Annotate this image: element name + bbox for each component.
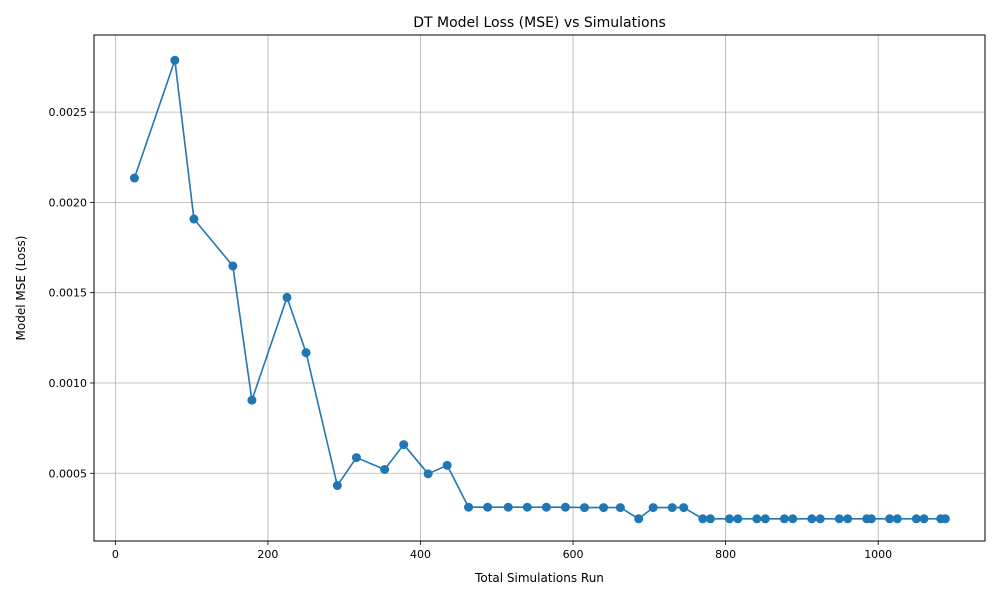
data-point bbox=[351, 453, 361, 463]
data-point bbox=[541, 502, 551, 512]
data-point bbox=[892, 514, 902, 524]
data-point bbox=[247, 395, 257, 405]
data-point bbox=[815, 514, 825, 524]
data-point bbox=[760, 514, 770, 524]
data-point bbox=[679, 503, 689, 513]
data-point bbox=[911, 514, 921, 524]
x-tick-label: 800 bbox=[715, 548, 736, 561]
data-point bbox=[834, 514, 844, 524]
y-axis-ticks: 0.0005 0.0010 0.0015 0.0020 0.0025 bbox=[49, 106, 94, 480]
data-point bbox=[634, 514, 644, 524]
x-tick-label: 400 bbox=[410, 548, 431, 561]
x-tick-label: 0 bbox=[112, 548, 119, 561]
data-point bbox=[423, 469, 433, 479]
data-point bbox=[580, 503, 590, 513]
data-point bbox=[301, 348, 311, 358]
data-point bbox=[724, 514, 734, 524]
data-point bbox=[282, 292, 292, 302]
data-point bbox=[170, 55, 180, 65]
data-point bbox=[807, 514, 817, 524]
series-group bbox=[129, 55, 950, 524]
series-line bbox=[133, 59, 946, 520]
y-tick-label: 0.0005 bbox=[49, 467, 88, 480]
data-point bbox=[522, 502, 532, 512]
data-point bbox=[483, 502, 493, 512]
grid-lines bbox=[94, 35, 985, 541]
data-point bbox=[332, 481, 342, 491]
data-point bbox=[752, 514, 762, 524]
chart-title: DT Model Loss (MSE) vs Simulations bbox=[413, 15, 666, 31]
y-axis-label: Model MSE (Loss) bbox=[14, 236, 28, 341]
data-point bbox=[779, 514, 789, 524]
data-point bbox=[129, 173, 139, 183]
y-tick-label: 0.0020 bbox=[49, 196, 88, 209]
data-point bbox=[228, 261, 238, 271]
plot-frame bbox=[93, 34, 986, 542]
data-point bbox=[615, 503, 625, 513]
data-point bbox=[503, 502, 513, 512]
data-point bbox=[733, 514, 743, 524]
data-point bbox=[667, 503, 677, 513]
data-point bbox=[919, 514, 929, 524]
data-point bbox=[380, 464, 390, 474]
y-tick-label: 0.0010 bbox=[49, 377, 88, 390]
data-point bbox=[885, 514, 895, 524]
data-point bbox=[560, 502, 570, 512]
data-point bbox=[843, 514, 853, 524]
data-point bbox=[464, 502, 474, 512]
y-tick-label: 0.0015 bbox=[49, 287, 88, 300]
data-point bbox=[648, 503, 658, 513]
x-tick-label: 1000 bbox=[864, 548, 892, 561]
data-point bbox=[940, 514, 950, 524]
data-point bbox=[788, 514, 798, 524]
x-tick-label: 200 bbox=[257, 548, 278, 561]
data-point bbox=[866, 514, 876, 524]
data-point bbox=[442, 460, 452, 470]
x-axis-ticks: 0 200 400 600 800 1000 bbox=[112, 541, 892, 561]
data-point bbox=[189, 214, 199, 224]
x-axis-label: Total Simulations Run bbox=[474, 571, 604, 585]
data-point bbox=[705, 514, 715, 524]
data-point bbox=[399, 440, 409, 450]
data-point bbox=[698, 514, 708, 524]
data-point bbox=[599, 503, 609, 513]
y-tick-label: 0.0025 bbox=[49, 106, 88, 119]
x-tick-label: 600 bbox=[563, 548, 584, 561]
